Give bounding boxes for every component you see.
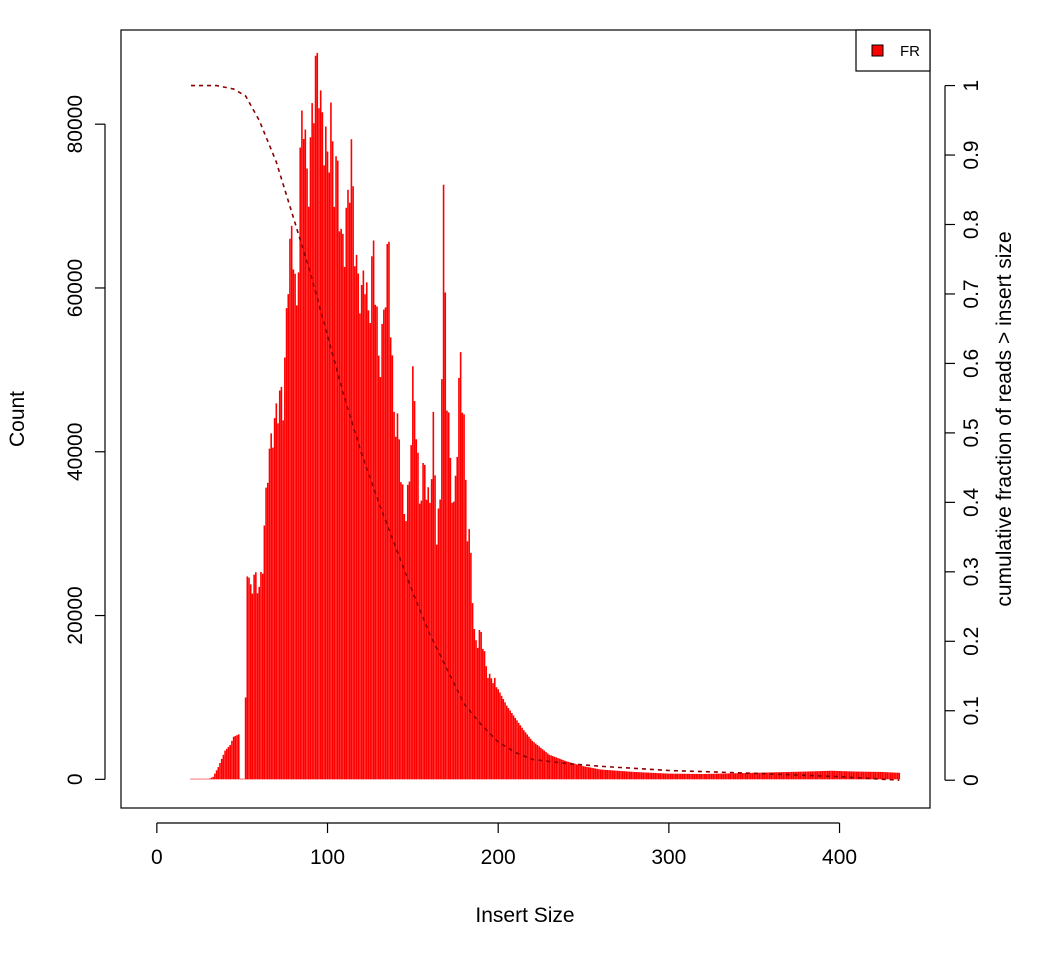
y-tick-label: 40000 xyxy=(64,423,87,481)
y2-tick-label: 0.7 xyxy=(960,279,983,308)
cumulative-fraction-line xyxy=(191,84,900,781)
y2-tick-label: 0.1 xyxy=(960,696,983,725)
x-axis: 0 100 200 300 400 xyxy=(151,822,857,869)
y2-tick-label: 0.9 xyxy=(960,140,983,169)
y2-tick-label: 0 xyxy=(960,774,983,786)
y2-axis-label: cumulative fraction of reads > insert si… xyxy=(993,231,1016,606)
y-tick-label: 60000 xyxy=(64,259,87,317)
histogram-bars xyxy=(190,52,901,780)
plot-border xyxy=(120,29,931,809)
x-tick-label: 0 xyxy=(151,846,163,869)
y2-tick-label: 1 xyxy=(960,80,983,92)
x-tick-label: 400 xyxy=(822,846,857,869)
x-tick-label: 100 xyxy=(310,846,345,869)
y2-tick-label: 0.5 xyxy=(960,418,983,447)
y-tick-label: 80000 xyxy=(64,95,87,153)
y2-tick-label: 0.4 xyxy=(960,487,983,517)
legend-swatch-fr xyxy=(871,44,884,57)
y-tick-label: 0 xyxy=(64,773,87,785)
x-tick-label: 200 xyxy=(481,846,516,869)
y2-tick-label: 0.8 xyxy=(960,210,983,239)
legend-label-fr: FR xyxy=(900,43,920,60)
x-axis-label: Insert Size xyxy=(475,904,574,927)
y2-tick-label: 0.6 xyxy=(960,349,983,378)
y2-tick-label: 0.2 xyxy=(960,627,983,656)
y2-tick-label: 0.3 xyxy=(960,557,983,586)
legend-box xyxy=(855,29,931,72)
y-axis-label: Count xyxy=(6,391,29,447)
legend: FR xyxy=(855,29,931,72)
y-axis-left: 0 20000 40000 60000 80000 xyxy=(64,95,106,785)
y-axis-right: 0 0.1 0.2 0.3 0.4 0.5 0.6 0.7 0.8 0.9 1 xyxy=(944,80,983,786)
x-tick-label: 300 xyxy=(651,846,686,869)
y-tick-label: 20000 xyxy=(64,586,87,644)
